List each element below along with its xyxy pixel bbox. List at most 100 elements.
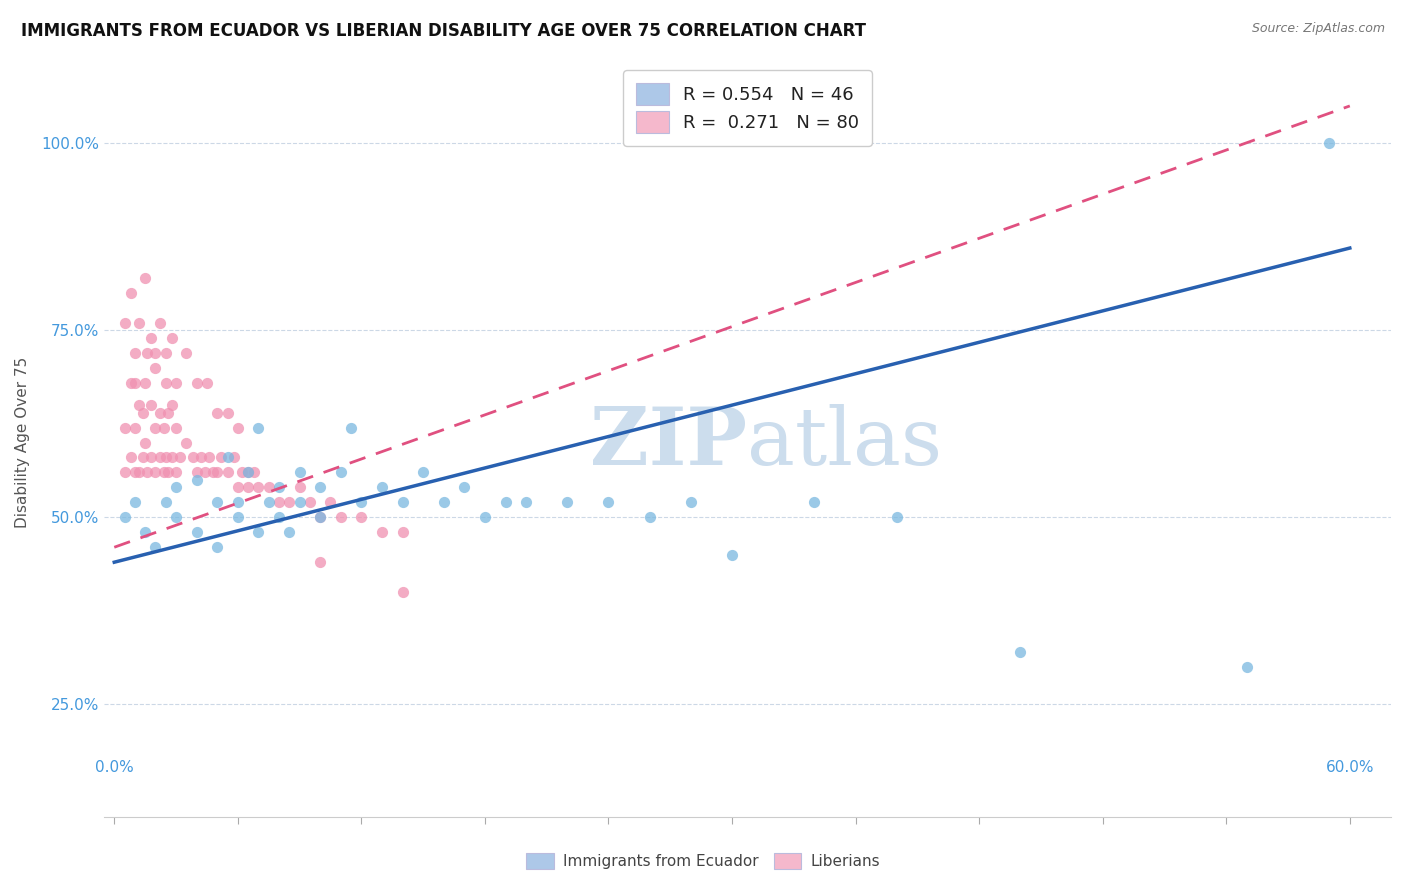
Point xyxy=(155,450,177,465)
Point xyxy=(886,510,908,524)
Point xyxy=(202,466,225,480)
Point xyxy=(278,525,301,540)
Point xyxy=(207,495,229,509)
Point xyxy=(309,555,332,569)
Point xyxy=(433,495,456,509)
Point xyxy=(134,376,156,390)
Point xyxy=(132,406,155,420)
Point xyxy=(186,466,208,480)
Point xyxy=(278,495,301,509)
Point xyxy=(217,450,239,465)
Point xyxy=(226,420,249,434)
Point xyxy=(207,466,229,480)
Point xyxy=(124,420,146,434)
Point xyxy=(148,406,170,420)
Point xyxy=(231,466,253,480)
Point xyxy=(136,466,159,480)
Point xyxy=(128,398,150,412)
Point xyxy=(371,480,394,494)
Point xyxy=(155,495,177,509)
Point xyxy=(190,450,212,465)
Point xyxy=(226,480,249,494)
Point xyxy=(329,510,352,524)
Point xyxy=(217,466,239,480)
Point xyxy=(145,360,167,375)
Point xyxy=(165,466,187,480)
Point xyxy=(120,376,142,390)
Point xyxy=(222,450,245,465)
Point xyxy=(1236,660,1258,674)
Point xyxy=(160,331,183,345)
Point xyxy=(156,466,179,480)
Point xyxy=(207,406,229,420)
Point xyxy=(495,495,517,509)
Point xyxy=(165,420,187,434)
Point xyxy=(124,495,146,509)
Point xyxy=(136,345,159,359)
Point xyxy=(132,450,155,465)
Point xyxy=(152,420,174,434)
Point xyxy=(114,510,136,524)
Point xyxy=(134,435,156,450)
Text: 60.0%: 60.0% xyxy=(1326,761,1374,775)
Point xyxy=(124,376,146,390)
Point xyxy=(134,525,156,540)
Point xyxy=(309,510,332,524)
Point xyxy=(247,480,270,494)
Point xyxy=(267,510,290,524)
Point xyxy=(165,510,187,524)
Point xyxy=(309,480,332,494)
Point xyxy=(198,450,221,465)
Point xyxy=(186,376,208,390)
Point xyxy=(453,480,475,494)
Point xyxy=(124,466,146,480)
Point xyxy=(207,541,229,555)
Point xyxy=(165,376,187,390)
Point xyxy=(329,466,352,480)
Point xyxy=(267,480,290,494)
Point xyxy=(555,495,578,509)
Point xyxy=(155,345,177,359)
Point xyxy=(209,450,232,465)
Point xyxy=(638,510,661,524)
Point xyxy=(236,480,259,494)
Point xyxy=(267,495,290,509)
Point xyxy=(474,510,496,524)
Text: 0.0%: 0.0% xyxy=(94,761,134,775)
Y-axis label: Disability Age Over 75: Disability Age Over 75 xyxy=(15,357,30,528)
Point xyxy=(114,316,136,330)
Point xyxy=(319,495,342,509)
Point xyxy=(247,420,270,434)
Point xyxy=(226,495,249,509)
Point xyxy=(186,473,208,487)
Point xyxy=(288,480,311,494)
Text: atlas: atlas xyxy=(748,403,942,482)
Point xyxy=(152,466,174,480)
Point xyxy=(217,406,239,420)
Point xyxy=(195,376,218,390)
Point xyxy=(371,525,394,540)
Text: Source: ZipAtlas.com: Source: ZipAtlas.com xyxy=(1251,22,1385,36)
Point xyxy=(128,466,150,480)
Point xyxy=(598,495,620,509)
Point xyxy=(148,316,170,330)
Point xyxy=(350,495,373,509)
Point xyxy=(243,466,266,480)
Point xyxy=(391,525,413,540)
Point xyxy=(156,406,179,420)
Point xyxy=(340,420,363,434)
Point xyxy=(350,510,373,524)
Point xyxy=(128,316,150,330)
Point xyxy=(148,450,170,465)
Point xyxy=(226,510,249,524)
Point xyxy=(803,495,825,509)
Point xyxy=(169,450,191,465)
Point xyxy=(181,450,204,465)
Point xyxy=(391,585,413,599)
Point xyxy=(257,480,280,494)
Point xyxy=(145,420,167,434)
Point xyxy=(288,466,311,480)
Point xyxy=(412,466,434,480)
Point xyxy=(176,345,198,359)
Point xyxy=(1010,645,1032,659)
